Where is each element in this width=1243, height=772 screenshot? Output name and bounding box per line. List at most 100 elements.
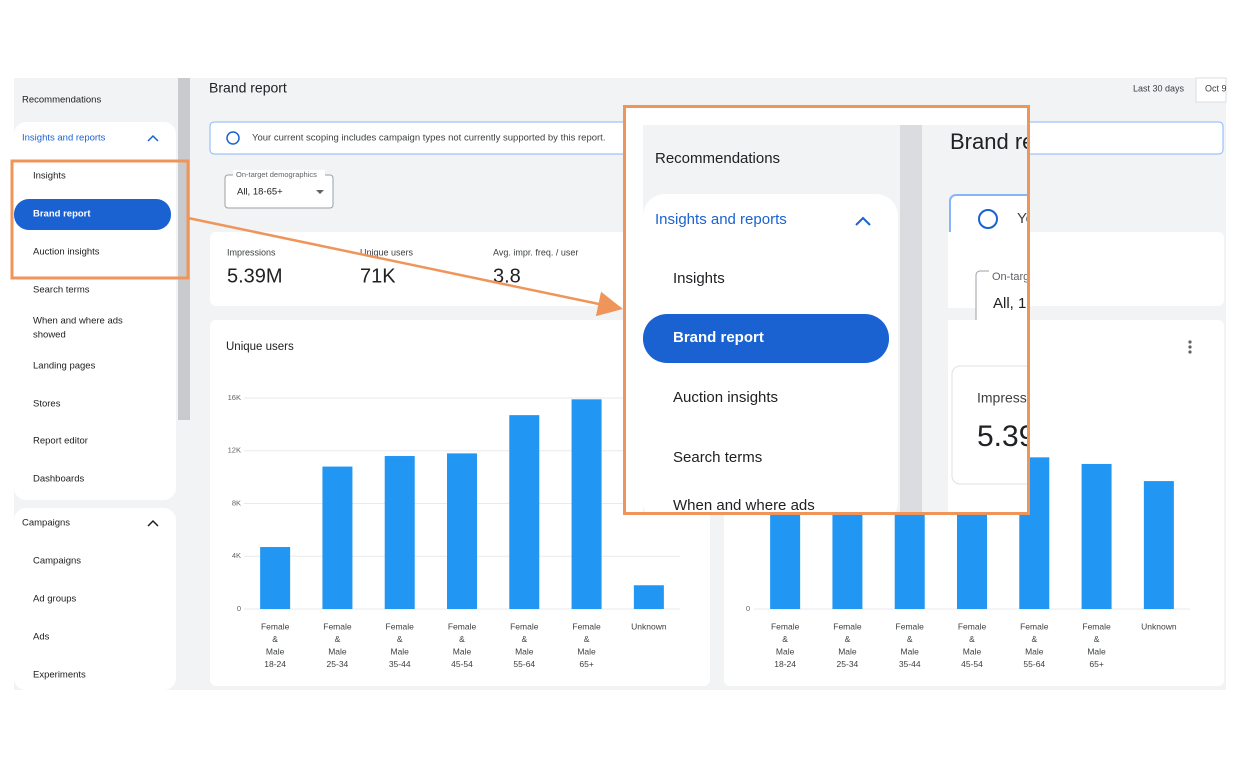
x-tick-label: 45-54 xyxy=(451,659,473,669)
nav-item[interactable]: Recommendations xyxy=(22,95,101,106)
x-tick-label: Unknown xyxy=(631,621,667,631)
nav-item[interactable]: showed xyxy=(33,330,66,341)
x-tick-label: Male xyxy=(390,646,409,656)
x-tick-label: Male xyxy=(900,646,919,656)
x-tick-label: Female xyxy=(1082,621,1111,631)
x-tick-label: 25-34 xyxy=(837,659,859,669)
x-tick-label: Male xyxy=(838,646,857,656)
zoom-caret xyxy=(855,216,871,226)
nav-section[interactable]: Campaigns xyxy=(22,518,70,529)
bar xyxy=(509,415,540,609)
collapse-caret xyxy=(147,519,159,527)
nav-item[interactable]: Ad groups xyxy=(33,594,77,605)
collapse-caret xyxy=(147,134,159,142)
y-tick-label: 16K xyxy=(228,393,241,402)
zoom-stat-card xyxy=(951,365,1027,485)
x-tick-label: & xyxy=(1031,634,1037,644)
highlight-box xyxy=(10,159,190,280)
zoom-nav-item: Search terms xyxy=(673,449,762,466)
zoom-nav-item: Auction insights xyxy=(673,389,778,406)
x-tick-label: 35-44 xyxy=(389,659,411,669)
x-tick-label: Female xyxy=(448,621,477,631)
bar xyxy=(1143,481,1174,609)
zoom-nav-section: Insights and reports xyxy=(655,211,787,228)
callout-border xyxy=(623,105,1030,515)
stat-value: 71K xyxy=(360,265,396,287)
bar xyxy=(447,453,477,609)
menu-dot[interactable] xyxy=(1188,350,1192,354)
x-tick-label: 55-64 xyxy=(1023,659,1045,669)
x-tick-label: & xyxy=(782,634,788,644)
x-tick-label: Male xyxy=(1025,646,1044,656)
x-tick-label: Male xyxy=(266,646,285,656)
info-icon xyxy=(226,131,240,145)
zoom-view: Recommendations Insights and reports Insig… xyxy=(626,108,1072,512)
bar xyxy=(1081,463,1112,609)
nav-item[interactable]: When and where ads xyxy=(33,316,123,327)
bar xyxy=(322,466,353,609)
zoom-stat-label: Impressions xyxy=(977,390,1052,406)
x-tick-label: Male xyxy=(963,646,982,656)
x-tick-label: & xyxy=(459,634,465,644)
y-tick-label: 4K xyxy=(232,551,241,560)
x-tick-label: Female xyxy=(1020,621,1049,631)
nav-item[interactable]: Insights xyxy=(33,171,66,182)
x-tick-label: & xyxy=(584,634,590,644)
zoom-title: Brand report xyxy=(950,129,1072,154)
nav-item[interactable]: Brand report xyxy=(33,209,91,220)
zoom-nav-item: Recommendations xyxy=(655,150,780,167)
x-tick-label: Female xyxy=(771,621,800,631)
menu-dot[interactable] xyxy=(1188,340,1192,344)
x-tick-label: Male xyxy=(453,646,472,656)
nav-item[interactable]: Stores xyxy=(33,399,61,410)
zoom-text: Recommendations Insights and reports Insig… xyxy=(655,129,1072,512)
x-tick-label: 18-24 xyxy=(264,659,286,669)
x-tick-label: Male xyxy=(1087,646,1106,656)
bar xyxy=(260,547,291,609)
nav-item[interactable]: Landing pages xyxy=(33,361,96,372)
x-tick-label: Unknown xyxy=(1141,621,1177,631)
x-tick-label: 55-64 xyxy=(513,659,535,669)
date-box[interactable] xyxy=(1195,77,1227,103)
nav-item[interactable]: Experiments xyxy=(33,670,86,681)
y-tick-label: 0 xyxy=(237,604,241,613)
bar xyxy=(384,456,415,609)
stat-value: 3.8 xyxy=(493,265,521,287)
x-tick-label: & xyxy=(969,634,975,644)
nav-section[interactable]: Insights and reports xyxy=(22,133,106,144)
x-tick-label: Female xyxy=(261,621,290,631)
filter-value[interactable]: All, 18-65+ xyxy=(237,187,283,198)
zoom-filter-value: All, 18-65+ xyxy=(993,295,1065,312)
stat-label: Unique users xyxy=(360,247,414,257)
nav-item[interactable]: Ads xyxy=(33,632,50,643)
zoom-selected-pill xyxy=(643,314,889,363)
nav-item[interactable]: Dashboards xyxy=(33,474,84,485)
x-tick-label: Male xyxy=(515,646,534,656)
x-tick-label: Female xyxy=(386,621,415,631)
base-layer: Brand report Last 30 days Oct 9 Your curren… xyxy=(22,80,1227,681)
nav-item[interactable]: Report editor xyxy=(33,436,88,447)
x-tick-label: Female xyxy=(572,621,601,631)
x-tick-label: Male xyxy=(328,646,347,656)
y-tick-label: 8K xyxy=(232,498,241,507)
menu-dot[interactable] xyxy=(1188,345,1192,349)
filter-label-bg xyxy=(233,170,325,179)
x-tick-label: & xyxy=(335,634,341,644)
x-tick-label: 45-54 xyxy=(961,659,983,669)
zoom-info-icon xyxy=(978,209,998,229)
x-tick-label: 65+ xyxy=(1089,659,1103,669)
nav-item[interactable]: Auction insights xyxy=(33,247,100,258)
bar xyxy=(633,585,664,609)
zoom-label-bg xyxy=(989,270,1027,282)
x-tick-label: Female xyxy=(896,621,925,631)
chart-title: Unique users xyxy=(226,341,294,353)
x-tick-label: & xyxy=(521,634,527,644)
nav-item[interactable]: Search terms xyxy=(33,285,90,296)
zoom-scrollbar xyxy=(900,125,922,512)
nav-item[interactable]: Campaigns xyxy=(33,556,81,567)
selected-pill xyxy=(14,199,171,230)
zoom-stat-value: 5.39M xyxy=(977,420,1060,453)
date-range[interactable]: Last 30 days xyxy=(1133,83,1185,93)
date[interactable]: Oct 9 xyxy=(1205,83,1227,93)
